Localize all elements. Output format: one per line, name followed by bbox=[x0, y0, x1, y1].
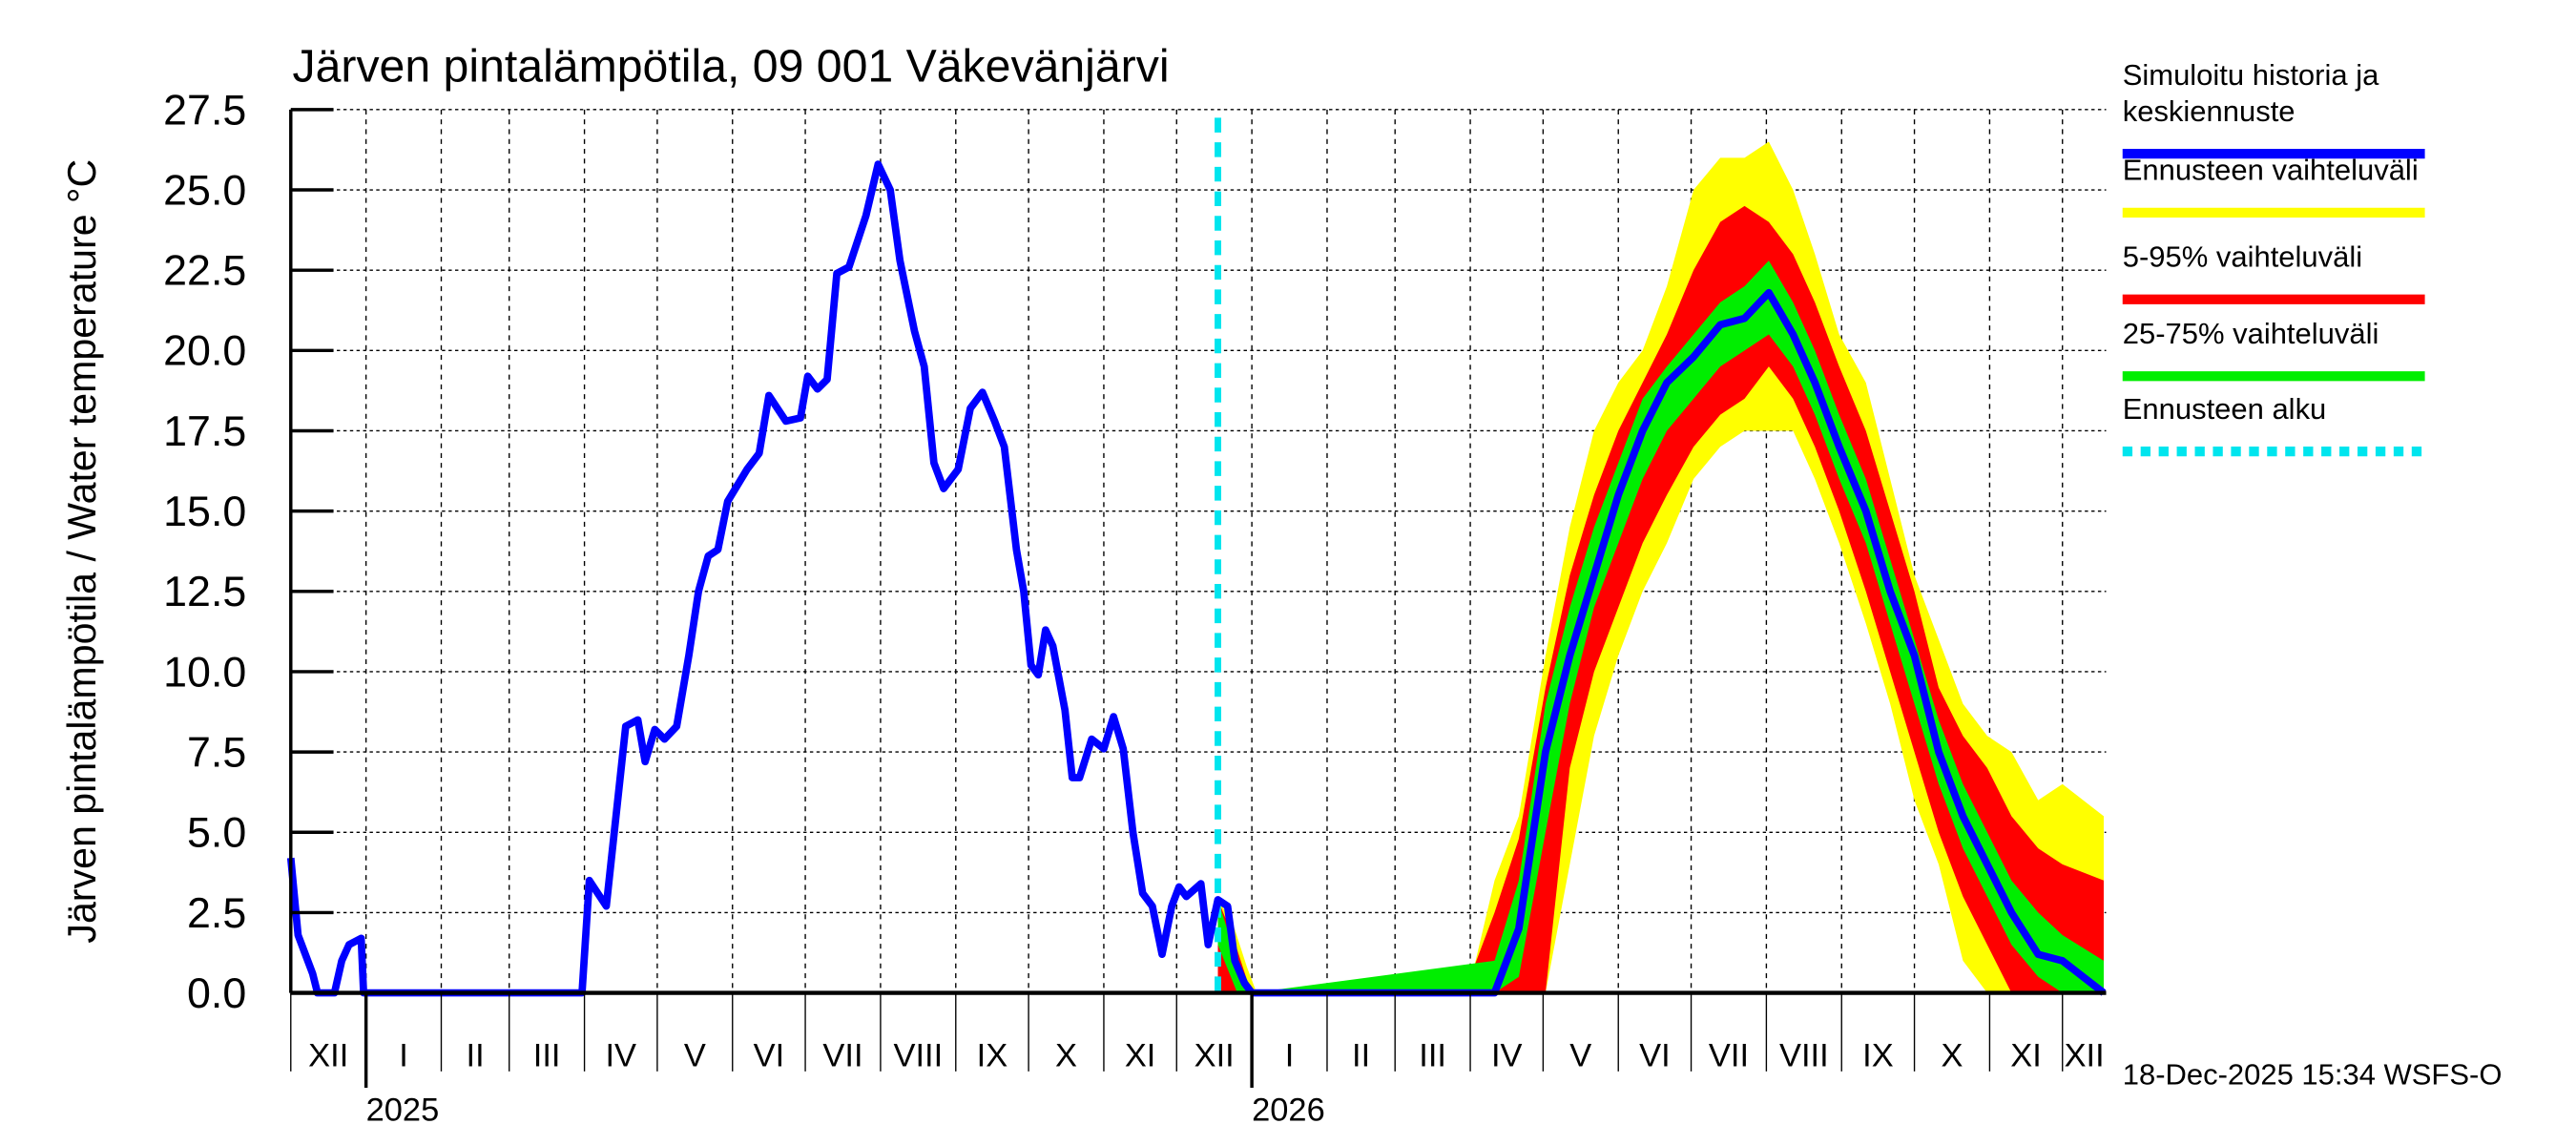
chart-title: Järven pintalämpötila, 09 001 Väkevänjär… bbox=[293, 41, 1170, 93]
month-label: VI bbox=[754, 1038, 785, 1074]
month-label: V bbox=[1569, 1038, 1591, 1074]
month-label: III bbox=[533, 1038, 561, 1074]
axes: 0.0 2.5 5.0 7.5 10.0 12.5 15.0 17.5 20.0 22.5 25.0… bbox=[163, 87, 2107, 1128]
month-label: XI bbox=[1125, 1038, 1156, 1074]
y-tick-label: 12.5 bbox=[163, 569, 246, 615]
month-label: II bbox=[467, 1038, 485, 1074]
legend-label: 25-75% vaihteluväli bbox=[2123, 317, 2379, 350]
month-label: XI bbox=[2010, 1038, 2042, 1074]
series-lines bbox=[286, 117, 2107, 997]
legend-label: 5-95% vaihteluväli bbox=[2123, 239, 2362, 273]
y-tick-label: 10.0 bbox=[163, 649, 246, 696]
year-label: 2025 bbox=[366, 1092, 440, 1128]
month-label: I bbox=[1285, 1038, 1295, 1074]
month-label: XII bbox=[1195, 1038, 1235, 1074]
year-label: 2026 bbox=[1252, 1092, 1325, 1128]
month-label: III bbox=[1419, 1038, 1446, 1074]
grid-lines bbox=[290, 109, 2107, 993]
y-tick-label: 5.0 bbox=[187, 810, 246, 857]
month-label: IV bbox=[605, 1038, 636, 1074]
month-label: V bbox=[684, 1038, 706, 1074]
month-label: X bbox=[1055, 1038, 1077, 1074]
month-label: XII bbox=[2065, 1038, 2105, 1074]
legend-label: keskiennuste bbox=[2123, 94, 2296, 128]
month-label: VIII bbox=[1779, 1038, 1829, 1074]
y-tick-label: 25.0 bbox=[163, 168, 246, 215]
month-label: IV bbox=[1491, 1038, 1523, 1074]
legend-label: Simuloitu historia ja bbox=[2123, 58, 2379, 92]
month-label: IX bbox=[1862, 1038, 1894, 1074]
month-label: XII bbox=[308, 1038, 348, 1074]
y-tick-label: 0.0 bbox=[187, 970, 246, 1017]
y-tick-label: 27.5 bbox=[163, 87, 246, 134]
y-tick-label: 15.0 bbox=[163, 489, 246, 535]
month-label: VII bbox=[1709, 1038, 1749, 1074]
legend-label: Ennusteen vaihteluväli bbox=[2123, 154, 2419, 187]
month-label: VII bbox=[822, 1038, 862, 1074]
month-label: X bbox=[1942, 1038, 1963, 1074]
y-tick-label: 20.0 bbox=[163, 328, 246, 375]
month-label: I bbox=[399, 1038, 408, 1074]
forecast-bands bbox=[1217, 141, 2104, 993]
month-label: VI bbox=[1639, 1038, 1671, 1074]
month-label: VIII bbox=[894, 1038, 944, 1074]
month-label: IX bbox=[977, 1038, 1008, 1074]
legend-label: Ennusteen alku bbox=[2123, 392, 2327, 426]
timestamp: 18-Dec-2025 15:34 WSFS-O bbox=[2123, 1058, 2503, 1092]
y-tick-label: 17.5 bbox=[163, 408, 246, 455]
y-tick-label: 2.5 bbox=[187, 890, 246, 937]
month-label: II bbox=[1352, 1038, 1370, 1074]
median-forecast-line bbox=[1252, 288, 2107, 997]
history-line bbox=[286, 160, 1256, 997]
y-axis-label: Järven pintalämpötila / Water temperatur… bbox=[60, 159, 104, 944]
y-tick-label: 22.5 bbox=[163, 248, 246, 295]
y-tick-label: 7.5 bbox=[187, 730, 246, 777]
